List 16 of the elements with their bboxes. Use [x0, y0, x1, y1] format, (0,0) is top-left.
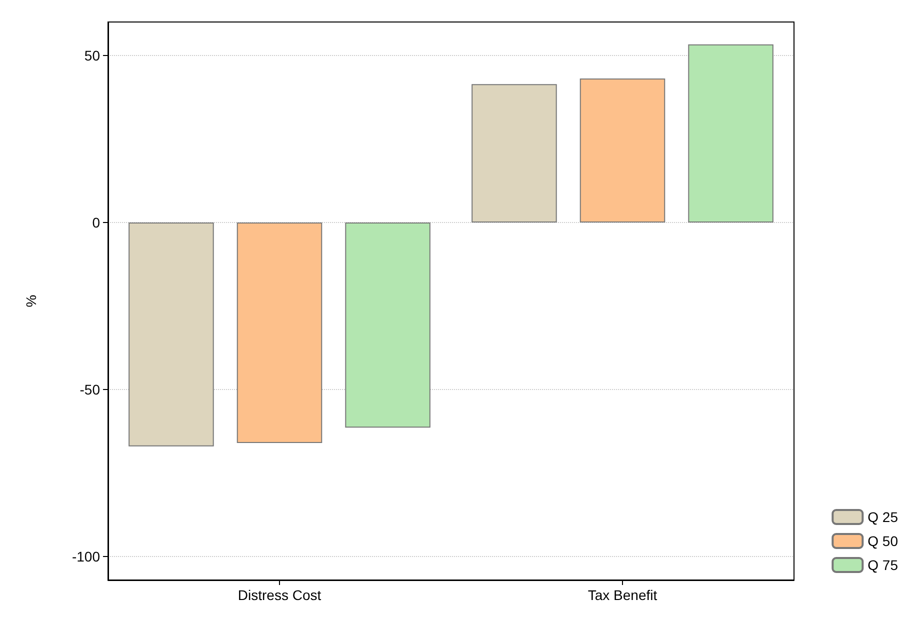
y-tick-label: 50	[84, 47, 100, 64]
bar	[236, 222, 322, 444]
bar	[472, 84, 557, 222]
y-tick-label: 0	[92, 214, 100, 230]
x-tick-label: Tax Benefit	[588, 587, 658, 603]
bar	[345, 222, 430, 428]
x-tick-label: Distress Cost	[238, 587, 322, 603]
legend-label: Q 25	[868, 509, 898, 525]
y-tick-label: -50	[80, 382, 100, 398]
bar	[580, 78, 666, 222]
bar	[688, 44, 774, 222]
legend-label: Q 75	[868, 557, 898, 573]
y-axis-title: %	[23, 294, 39, 308]
y-tick-label: -100	[72, 548, 100, 565]
bar	[128, 222, 214, 446]
legend-label: Q 50	[868, 533, 898, 549]
